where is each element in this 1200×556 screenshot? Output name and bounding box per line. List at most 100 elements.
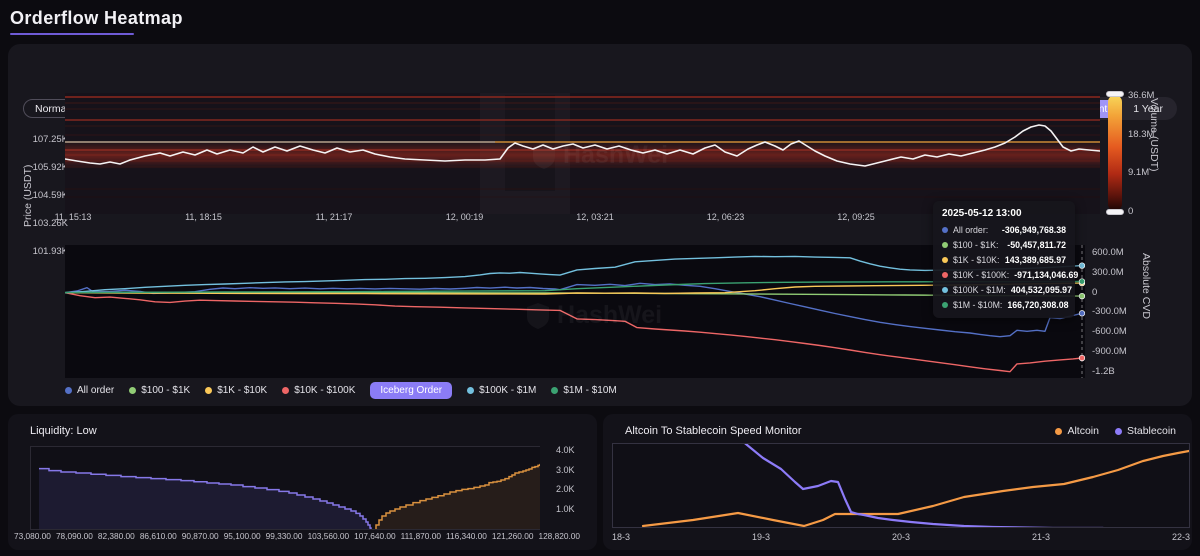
liquidity-tick: 1.0K [556, 503, 575, 514]
tooltip-series-value: -971,134,046.69 [1014, 270, 1079, 280]
price-tick: 105.92K [32, 162, 68, 173]
tooltip-series-label: $1K - $10K: [953, 255, 1000, 265]
series-dot-icon [942, 287, 948, 293]
price-level-tick: 99,330.00 [265, 531, 303, 541]
legend-label: All order [77, 384, 115, 396]
time-tick: 11, 18:15 [185, 212, 222, 222]
series-dot-icon [942, 227, 948, 233]
tooltip-row: $100K - $1M: 404,532,095.97 [942, 285, 1072, 295]
time-tick: 12, 03:21 [576, 212, 614, 222]
tooltip-series-value: -50,457,811.72 [1007, 240, 1066, 250]
legend-dot-icon [551, 386, 559, 394]
tooltip-series-label: $1M - $10M: [953, 300, 1003, 310]
legend-dot-icon [1114, 427, 1122, 435]
legend-item[interactable]: $10K - $100K [282, 385, 355, 396]
legend-item-altcoin[interactable]: Altcoin [1055, 425, 1099, 437]
speed-monitor-legend: Altcoin Stablecoin [1055, 425, 1176, 437]
tooltip-row: $1K - $10K: 143,389,685.97 [942, 255, 1066, 265]
legend-label: Stablecoin [1126, 425, 1176, 437]
legend-dot-icon [467, 386, 475, 394]
price-level-tick: 73,080.00 [14, 531, 51, 541]
volume-tick: 18.3M [1128, 128, 1155, 140]
volume-axis-label: Volume (USDT) [1148, 98, 1160, 172]
price-level-tick: 82,380.00 [97, 531, 135, 541]
price-tick: 101.93K [32, 246, 68, 257]
legend-item[interactable]: $100K - $1M [467, 385, 536, 396]
series-dot-icon [942, 302, 948, 308]
liquidity-title: Liquidity: Low [30, 425, 97, 437]
tooltip-series-label: All order: [953, 225, 989, 235]
heatmap-x-axis: 11, 15:13 11, 18:15 11, 21:17 12, 00:19 12, … [55, 212, 1100, 224]
legend-dot-icon [205, 386, 213, 394]
legend-label: $100K - $1M [479, 384, 537, 396]
legend-item[interactable]: $100 - $1K [129, 385, 190, 396]
legend-dot-icon [129, 386, 137, 394]
time-tick: 11, 21:17 [315, 212, 353, 222]
volume-tick: 0 [1128, 205, 1134, 217]
cvd-y-axis-ticks: 600.0M 300.0M 0 -300.0M -600.0M -900.0M -1.2B [1092, 247, 1136, 377]
tooltip-series-label: $100 - $1K: [953, 240, 999, 250]
tooltip-row: $10K - $100K: -971,134,046.69 [942, 270, 1078, 280]
price-tick: 103.26K [32, 218, 68, 229]
date-tick: 20-3 [891, 532, 910, 542]
cvd-tick: -1.2B [1092, 365, 1115, 377]
cvd-tick: 600.0M [1092, 247, 1124, 258]
chart-tooltip: 2025-05-12 13:00 All order: -306,949,768.… [933, 201, 1078, 318]
speed-monitor-chart-plot[interactable] [612, 443, 1190, 528]
cvd-tick: 300.0M [1092, 266, 1124, 278]
cvd-tick: 0 [1092, 286, 1098, 298]
heatmap-plot[interactable]: HashWei [65, 93, 1100, 214]
volume-tick: 36.6M [1128, 90, 1155, 101]
legend-item[interactable]: $1K - $10K [205, 385, 267, 396]
tooltip-row: All order: -306,949,768.38 [942, 225, 1066, 235]
price-level-tick: 121,260.00 [491, 531, 534, 541]
volume-colorbar-ticks: 36.6M 18.3M 9.1M 0 [1128, 90, 1164, 217]
price-level-tick: 103,560.00 [307, 531, 350, 541]
range-1-year[interactable]: 1 Year [1133, 102, 1163, 115]
volume-tick: 9.1M [1128, 167, 1150, 179]
cvd-axis-label: Absolute CVD [1140, 253, 1152, 319]
page-title: Orderflow Heatmap [10, 8, 183, 28]
tooltip-series-value: 166,720,308.08 [1007, 300, 1069, 310]
series-dot-icon [942, 242, 948, 248]
iceberg-order-button[interactable]: Iceberg Order [370, 381, 453, 399]
liquidity-y-axis-ticks: 4.0K 3.0K 2.0K 1.0K [556, 445, 586, 514]
price-level-tick: 128,820.00 [538, 531, 580, 541]
time-tick: 11, 15:13 [54, 212, 92, 222]
time-tick: 12, 09:25 [837, 212, 875, 222]
liquidity-x-axis-ticks: 73,080.00 78,090.00 82,380.00 86,610.00 90,8… [14, 531, 580, 541]
legend-dot-icon [65, 386, 72, 394]
cvd-legend: All order $100 - $1K $1K - $10K $10K - $100… [65, 381, 617, 399]
date-tick: 21-3 [1031, 532, 1050, 542]
legend-label: $100 - $1K [141, 384, 191, 396]
liquidity-tick: 3.0K [556, 464, 575, 475]
colorbar-handle-bottom[interactable] [1106, 209, 1124, 215]
colorbar-handle-top[interactable] [1106, 91, 1124, 97]
legend-label: $10K - $100K [294, 384, 356, 396]
speed-monitor-title: Altcoin To Stablecoin Speed Monitor [625, 425, 802, 437]
tooltip-series-label: $10K - $100K: [953, 270, 1010, 280]
price-level-tick: 111,870.00 [400, 531, 441, 541]
legend-item-stablecoin[interactable]: Stablecoin [1114, 425, 1176, 437]
price-level-tick: 107,640.00 [354, 531, 396, 541]
speed-monitor-x-axis-ticks: 18-3 19-3 20-3 21-3 22-3 [612, 532, 1190, 542]
liquidity-chart-plot[interactable] [30, 446, 540, 530]
legend-label: $1K - $10K [217, 384, 268, 396]
liquidity-tick: 2.0K [556, 484, 575, 495]
volume-colorbar [1106, 91, 1124, 215]
series-dot-icon [942, 272, 948, 278]
legend-label: $1M - $10M [563, 384, 617, 396]
legend-item[interactable]: All order [65, 385, 114, 396]
price-tick: 107.25K [32, 134, 68, 145]
legend-item[interactable]: $1M - $10M [551, 384, 617, 396]
cvd-chart-plot[interactable]: HashWei [65, 245, 1085, 378]
tooltip-series-value: 404,532,095.97 [1010, 285, 1072, 295]
price-tick: 104.59K [32, 190, 68, 201]
series-dot-icon [942, 257, 948, 263]
title-underline [10, 33, 134, 35]
time-tick: 12, 06:23 [706, 212, 745, 222]
price-level-tick: 116,340.00 [445, 531, 487, 541]
legend-dot-icon [1055, 427, 1063, 435]
tooltip-series-label: $100K - $1M: [953, 285, 1006, 295]
